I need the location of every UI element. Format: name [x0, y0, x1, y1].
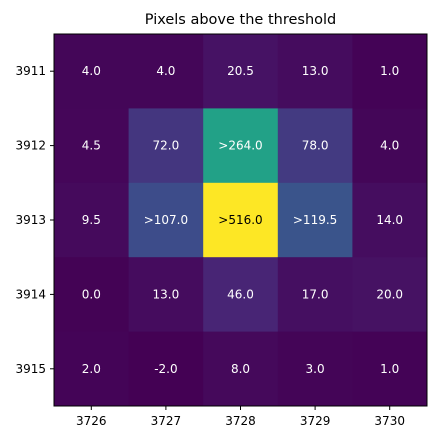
- cell-value-label: 1.0: [380, 64, 399, 78]
- heatmap-cell: [203, 257, 279, 333]
- heatmap-cell: [352, 257, 428, 333]
- heatmap-cell: [54, 108, 130, 184]
- y-tick-label: 3911: [15, 64, 46, 78]
- y-tick-label: 3913: [15, 213, 46, 227]
- cell-value-label: 17.0: [302, 287, 329, 301]
- cell-value-label: 46.0: [227, 287, 254, 301]
- heatmap-cell: [277, 108, 353, 184]
- heatmap-cell: [203, 108, 279, 184]
- cell-value-label: >516.0: [218, 213, 262, 227]
- chart-title: Pixels above the threshold: [145, 12, 336, 28]
- x-tick-label: 3726: [76, 414, 107, 428]
- cell-value-label: 20.5: [227, 64, 254, 78]
- cell-value-label: >107.0: [144, 213, 188, 227]
- heatmap-cell: [54, 257, 130, 333]
- cell-value-label: 9.5: [82, 213, 101, 227]
- heatmap-cell: [277, 331, 353, 407]
- y-tick-label: 3912: [15, 139, 46, 153]
- cell-value-label: 4.0: [156, 64, 175, 78]
- cell-value-label: 13.0: [153, 287, 180, 301]
- cell-value-label: 72.0: [153, 139, 180, 153]
- heatmap-cell: [352, 331, 428, 407]
- cell-value-label: 3.0: [306, 362, 325, 376]
- y-axis-ticks: 3911 3912 3913 3914 3915: [15, 64, 54, 376]
- heatmap-cell: [54, 331, 130, 407]
- plot-frame: [53, 33, 428, 407]
- cell-value-label: >119.5: [293, 213, 337, 227]
- x-tick-label: 3730: [374, 414, 405, 428]
- heatmap-cell: [352, 182, 428, 258]
- heatmap-cell: [128, 182, 204, 258]
- cell-value-label: 4.0: [380, 139, 399, 153]
- cell-value-label: 14.0: [376, 213, 403, 227]
- heatmap-cell: [128, 34, 204, 109]
- cell-value-label: 13.0: [302, 64, 329, 78]
- heatmap-cells: [54, 34, 428, 407]
- heatmap-cell: [128, 108, 204, 184]
- heatmap-cell: [277, 34, 353, 109]
- heatmap-cell: [352, 34, 428, 109]
- heatmap-cell: [128, 257, 204, 333]
- x-tick-label: 3729: [300, 414, 331, 428]
- cell-value-label: 78.0: [302, 139, 329, 153]
- cell-value-label: 1.0: [380, 362, 399, 376]
- cell-value-label: 2.0: [82, 362, 101, 376]
- heatmap-cell: [128, 331, 204, 407]
- x-tick-label: 3728: [225, 414, 256, 428]
- cell-value-label: 0.0: [82, 287, 101, 301]
- heatmap-cell: [203, 34, 279, 109]
- heatmap-cell: [54, 34, 130, 109]
- heatmap-cell: [203, 331, 279, 407]
- cell-value-label: >264.0: [218, 139, 262, 153]
- heatmap-cell-labels: 4.0 4.0 20.5 13.0 1.0 4.5 72.0 >264.0 78.0 4.0 9.5…: [82, 64, 403, 376]
- cell-value-label: 20.0: [376, 287, 403, 301]
- cell-value-label: 8.0: [231, 362, 250, 376]
- heatmap-cell: [203, 182, 279, 258]
- heatmap-cell: [277, 257, 353, 333]
- y-tick-label: 3915: [15, 362, 46, 376]
- x-axis-ticks: 3726 3727 3728 3729 3730: [76, 406, 405, 428]
- cell-value-label: 4.5: [82, 139, 101, 153]
- heatmap-cell: [54, 182, 130, 258]
- heatmap-cell: [277, 182, 353, 258]
- heatmap-cell: [352, 108, 428, 184]
- cell-value-label: -2.0: [154, 362, 177, 376]
- y-tick-label: 3914: [15, 287, 46, 301]
- x-tick-label: 3727: [151, 414, 182, 428]
- cell-value-label: 4.0: [82, 64, 101, 78]
